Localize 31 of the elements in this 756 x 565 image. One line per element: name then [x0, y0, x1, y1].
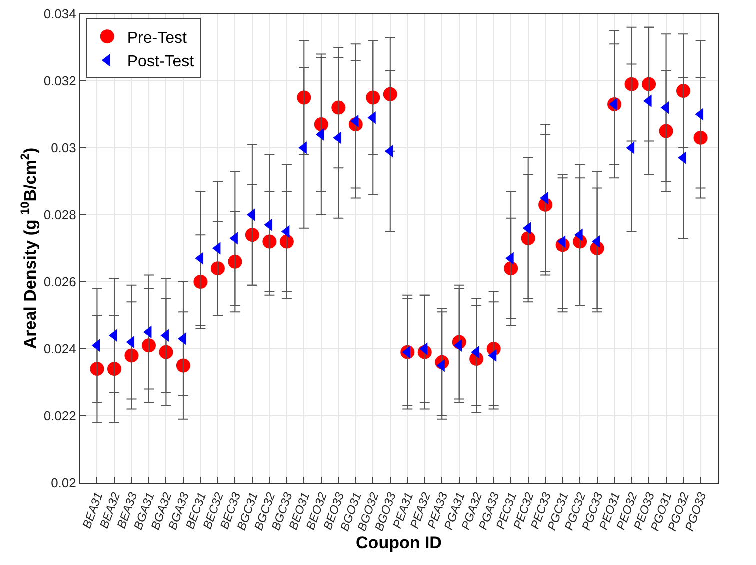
y-tick-label: 0.034	[44, 6, 76, 22]
y-tick-label: 0.024	[44, 342, 76, 357]
point	[642, 77, 656, 92]
point	[245, 228, 260, 242]
legend-label: Post-Test	[127, 54, 195, 71]
point	[262, 234, 277, 249]
legend-label: Pre-Test	[127, 30, 188, 47]
point	[676, 84, 691, 98]
y-tick-label: 0.03	[51, 140, 76, 156]
point	[142, 338, 156, 353]
y-tick-label: 0.032	[44, 74, 76, 89]
point	[194, 275, 208, 289]
point	[694, 130, 708, 145]
point	[332, 100, 346, 115]
y-tick-label: 0.026	[44, 274, 76, 290]
point	[90, 362, 104, 376]
y-tick-label: 0.022	[44, 408, 76, 424]
point	[159, 345, 174, 360]
point	[366, 90, 380, 105]
point	[624, 77, 639, 92]
point	[297, 90, 312, 105]
point	[124, 348, 139, 363]
x-axis-title: Coupon ID	[356, 533, 442, 552]
y-tick-label: 0.02	[51, 476, 76, 491]
point	[210, 262, 225, 276]
point	[659, 124, 674, 138]
point	[107, 362, 122, 376]
point	[383, 87, 398, 102]
point	[228, 254, 242, 269]
y-tick-label: 0.028	[44, 208, 76, 223]
point	[176, 358, 190, 373]
